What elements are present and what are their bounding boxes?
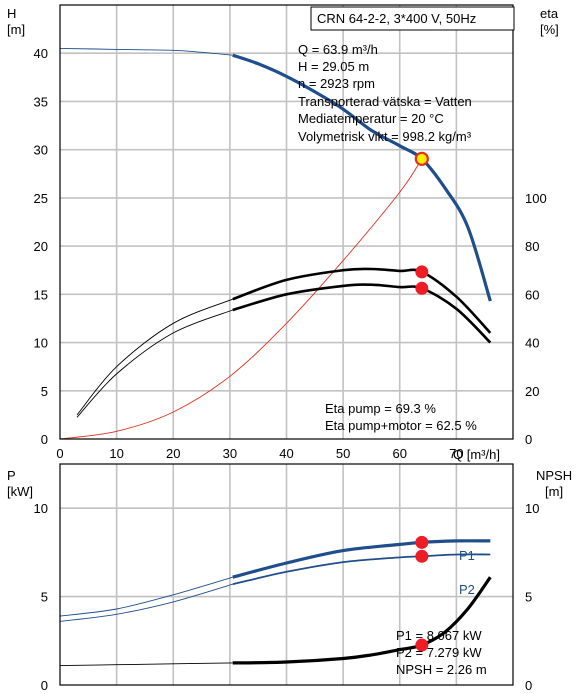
x-tick-label: 40 — [279, 446, 293, 461]
power-axis-label: P — [7, 468, 16, 483]
p1-series-label: P1 — [459, 548, 475, 563]
info-temperature: Mediatemperatur = 20 °C — [298, 111, 444, 126]
head-axis-unit: [m] — [7, 22, 25, 37]
thin-head-curve — [59, 47, 233, 56]
npsh-axis-unit: [m] — [545, 484, 563, 499]
power2-curve — [232, 553, 491, 586]
left-axis-tick-label: 10 — [34, 501, 48, 516]
head-curve — [232, 53, 492, 302]
left-axis-tick-label: 0 — [41, 678, 48, 693]
head-efficiency-panel: 0 10 20 30 40 50 60 70 0 5 10 15 20 25 30 35 40 0 20 40 60 80… — [7, 4, 559, 462]
eta-curve — [232, 267, 492, 334]
right-axis-tick-label: 0 — [525, 432, 532, 447]
panel2-curves — [59, 535, 492, 667]
left-axis-tick-label: 15 — [34, 287, 48, 302]
panel1-frame — [59, 4, 514, 440]
x-tick-label: 70 — [449, 446, 463, 461]
left-axis-tick-label: 35 — [34, 94, 48, 109]
left-axis-tick-label: 30 — [34, 143, 48, 158]
x-tick-label: 30 — [223, 446, 237, 461]
left-axis-tick-label: 40 — [34, 46, 48, 61]
power-npsh-panel: 0 5 10 0 5 10 P [kW] NPSH [m] P1 P2 P1 = 8.06… — [7, 463, 572, 693]
npsh-curve — [232, 576, 492, 665]
info-p1: P1 = 8.067 kW — [396, 628, 482, 643]
left-axis-tick-label: 10 — [34, 336, 48, 351]
eta-info: Eta pump = 69.3 % Eta pump+motor = 62.5 … — [325, 401, 477, 433]
thin-power-curve — [59, 583, 233, 622]
info-speed: n = 2923 rpm — [298, 76, 375, 91]
info-p2: P2 = 7.279 kW — [396, 645, 482, 660]
eta-curve — [232, 283, 492, 344]
x-tick-label: 20 — [166, 446, 180, 461]
head-axis-label: H — [7, 6, 16, 21]
panel1-ticks: 0 10 20 30 40 50 60 70 0 5 10 15 20 25 30 35 40 0 20 40 60 80… — [34, 46, 547, 461]
thin-eta-curve — [76, 298, 233, 416]
right-axis-tick-label: 20 — [525, 384, 539, 399]
left-axis-tick-label: 5 — [41, 384, 48, 399]
info-eta-pump: Eta pump = 69.3 % — [325, 401, 436, 416]
right-axis-tick-label: 5 — [525, 590, 532, 605]
left-axis-tick-label: 5 — [41, 590, 48, 605]
panel2-grid — [60, 464, 513, 685]
x-tick-label: 10 — [109, 446, 123, 461]
thin-npsh-curve — [59, 662, 233, 667]
duty-info: Q = 63.9 m³/h H = 29.05 m n = 2923 rpm T… — [298, 42, 472, 144]
chart-title-box — [310, 6, 515, 31]
info-eta-pump-motor: Eta pump+motor = 62.5 % — [325, 418, 477, 433]
power-curve — [232, 539, 491, 579]
panel2-ticks: 0 5 10 0 5 10 — [34, 501, 540, 693]
right-axis-tick-label: 80 — [525, 239, 539, 254]
info-liquid: Transporterad vätska = Vatten — [298, 94, 472, 109]
right-axis-tick-label: 60 — [525, 287, 539, 302]
panel2-frame — [59, 463, 514, 686]
left-axis-tick-label: 25 — [34, 191, 48, 206]
power-axis-unit: [kW] — [7, 484, 33, 499]
thin-eta-curve — [76, 309, 233, 418]
panel1-curves — [59, 47, 492, 440]
info-npsh: NPSH = 2.26 m — [396, 662, 487, 677]
right-axis-tick-label: 100 — [525, 191, 547, 206]
npsh-axis-label: NPSH — [536, 468, 572, 483]
power-info: P1 = 8.067 kW P2 = 7.279 kW NPSH = 2.26 … — [396, 628, 487, 677]
p2-series-label: P2 — [459, 582, 475, 597]
operating-point-marker — [415, 535, 429, 549]
operating-point-marker — [415, 549, 429, 563]
x-tick-label: 60 — [393, 446, 407, 461]
right-axis-tick-label: 40 — [525, 336, 539, 351]
flow-axis-label: Q [m³/h] — [453, 447, 500, 462]
right-axis-tick-label: 0 — [525, 678, 532, 693]
info-density: Volymetrisk vikt = 998.2 kg/m³ — [298, 129, 472, 144]
info-head: H = 29.05 m — [298, 59, 369, 74]
right-axis-tick-label: 10 — [525, 501, 539, 516]
x-tick-label: 0 — [56, 446, 63, 461]
operating-point-marker — [415, 265, 429, 279]
eta-axis-label: eta — [540, 6, 559, 21]
system-curve — [59, 158, 423, 440]
chart-title: CRN 64-2-2, 3*400 V, 50Hz — [317, 11, 476, 26]
duty-point-marker — [414, 151, 429, 166]
panel1-grid — [60, 5, 513, 439]
info-flow: Q = 63.9 m³/h — [298, 42, 378, 57]
x-tick-label: 50 — [336, 446, 350, 461]
left-axis-tick-label: 0 — [41, 432, 48, 447]
operating-point-marker — [415, 638, 429, 652]
left-axis-tick-label: 20 — [34, 239, 48, 254]
operating-point-marker — [415, 281, 429, 295]
eta-axis-unit: [%] — [540, 22, 559, 37]
thin-power-curve — [59, 576, 233, 617]
